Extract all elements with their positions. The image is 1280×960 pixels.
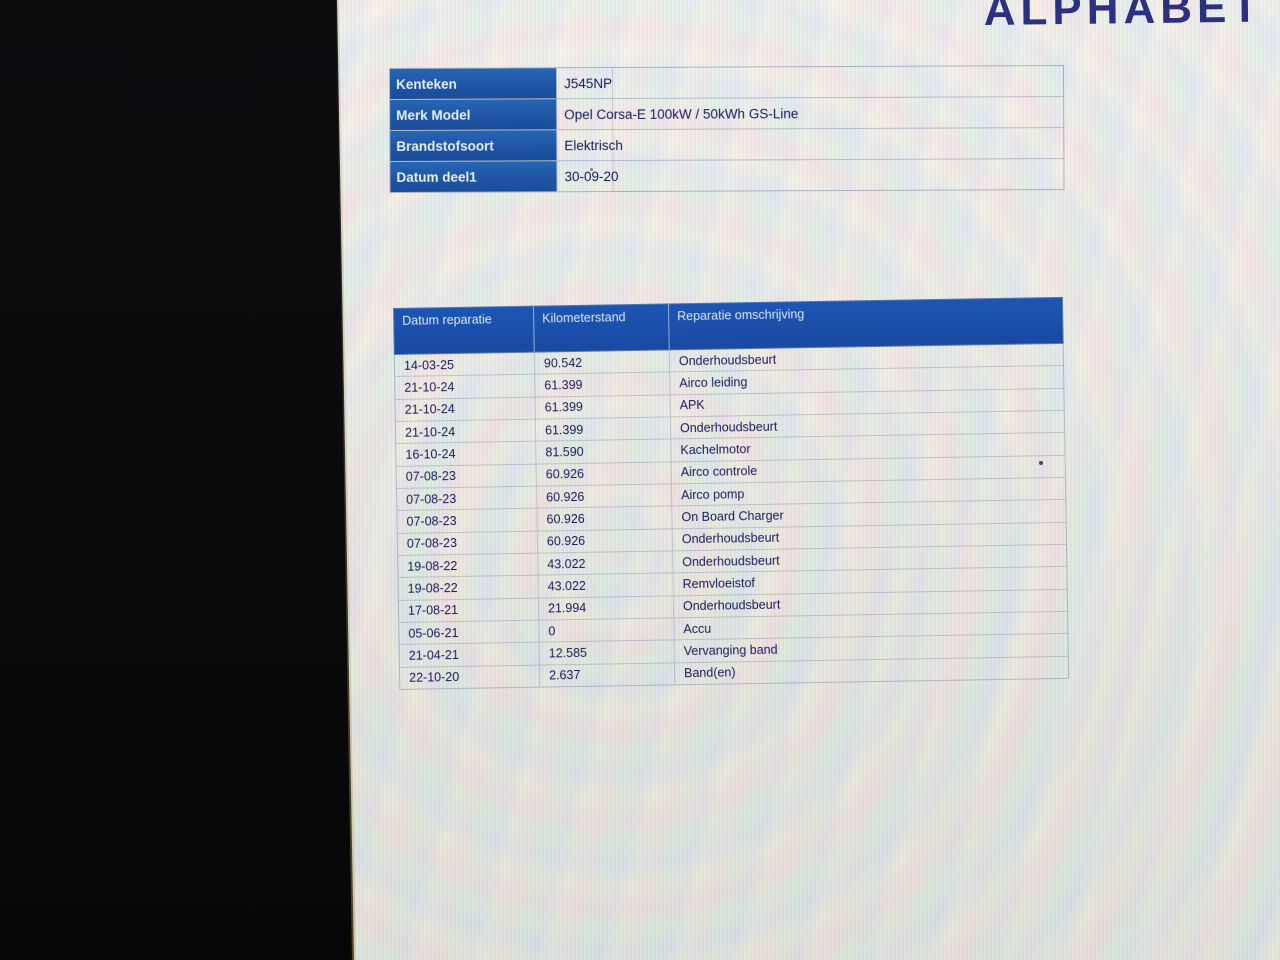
repair-km-cell: 60.926 (536, 484, 673, 508)
repair-date-cell: 19-08-22 (398, 575, 539, 600)
info-row-value: Opel Corsa-E 100kW / 50kWh GS-Line (564, 105, 799, 122)
repair-km-cell: 12.585 (539, 640, 675, 665)
repair-km-cell: 0 (539, 618, 675, 642)
info-row-value: J545NP (564, 75, 613, 91)
header-reparatie-omschrijving: Reparatie omschrijving (677, 307, 805, 324)
repair-table-body: 14-03-25 90.542 Onderhoudsbeurt 21-10-24 61.… (393, 343, 1070, 690)
header-kilometerstand: Kilometerstand (533, 304, 670, 352)
repair-date-cell: 07-08-23 (397, 508, 538, 533)
vehicle-info-row: Merk Model Opel Corsa-E 100kW / 50kWh GS-… (390, 97, 1064, 131)
repair-date-cell: 05-06-21 (399, 620, 540, 645)
repair-km-cell: 61.399 (535, 417, 672, 441)
info-row-value: 30-09-20 (564, 168, 619, 184)
repair-km-cell: 90.542 (534, 350, 671, 374)
monitor-bezel (0, 0, 354, 960)
repair-km-cell: 81.590 (536, 439, 672, 464)
repair-date-cell: 07-08-23 (397, 531, 539, 555)
header-datum-reparatie: Datum reparatie (394, 306, 535, 354)
repair-km-cell: 43.022 (538, 551, 674, 575)
alphabet-logo: ALPHABET (972, 0, 1280, 31)
repair-history-table: Datum reparatie Kilometerstand Reparatie… (393, 296, 1070, 690)
repair-date-cell: 21-10-24 (395, 397, 536, 421)
repair-date-cell: 21-10-24 (395, 419, 537, 444)
info-row-value: Elektrisch (564, 137, 623, 153)
vehicle-info-row: Kenteken J545NP (390, 66, 1064, 100)
repair-km-cell: 2.637 (539, 662, 676, 687)
repair-km-cell: 43.022 (538, 573, 674, 598)
info-row-label: Brandstofsoort (390, 130, 558, 161)
repair-date-cell: 17-08-21 (398, 598, 540, 622)
vehicle-info-row: Datum deel1 30-09-20 (390, 159, 1063, 192)
repair-date-cell: 14-03-25 (394, 352, 536, 377)
vehicle-info-row: Brandstofsoort Elektrisch (390, 128, 1064, 162)
repair-km-cell: 60.926 (537, 529, 674, 553)
repair-date-cell: 07-08-23 (396, 464, 537, 488)
alphabet-logo-text: ALPHABET (983, 0, 1264, 31)
repair-date-cell: 07-08-23 (397, 486, 538, 511)
repair-km-cell: 60.926 (537, 506, 673, 531)
info-row-label: Kenteken (390, 68, 558, 99)
repair-km-cell: 60.926 (536, 462, 672, 486)
repair-date-cell: 22-10-20 (399, 665, 541, 689)
info-row-label: Datum deel1 (390, 161, 558, 192)
info-row-label: Merk Model (390, 99, 558, 130)
vehicle-info-table: Kenteken J545NP Merk Model Opel Corsa-E 100… (389, 65, 1065, 193)
repair-date-cell: 16-10-24 (396, 441, 537, 466)
repair-km-cell: 61.399 (535, 395, 671, 419)
repair-km-cell: 21.994 (538, 595, 675, 620)
repair-km-cell: 61.399 (535, 372, 671, 397)
repair-date-cell: 21-04-21 (399, 642, 540, 667)
repair-date-cell: 19-08-22 (398, 553, 539, 578)
repair-date-cell: 21-10-24 (395, 374, 536, 399)
